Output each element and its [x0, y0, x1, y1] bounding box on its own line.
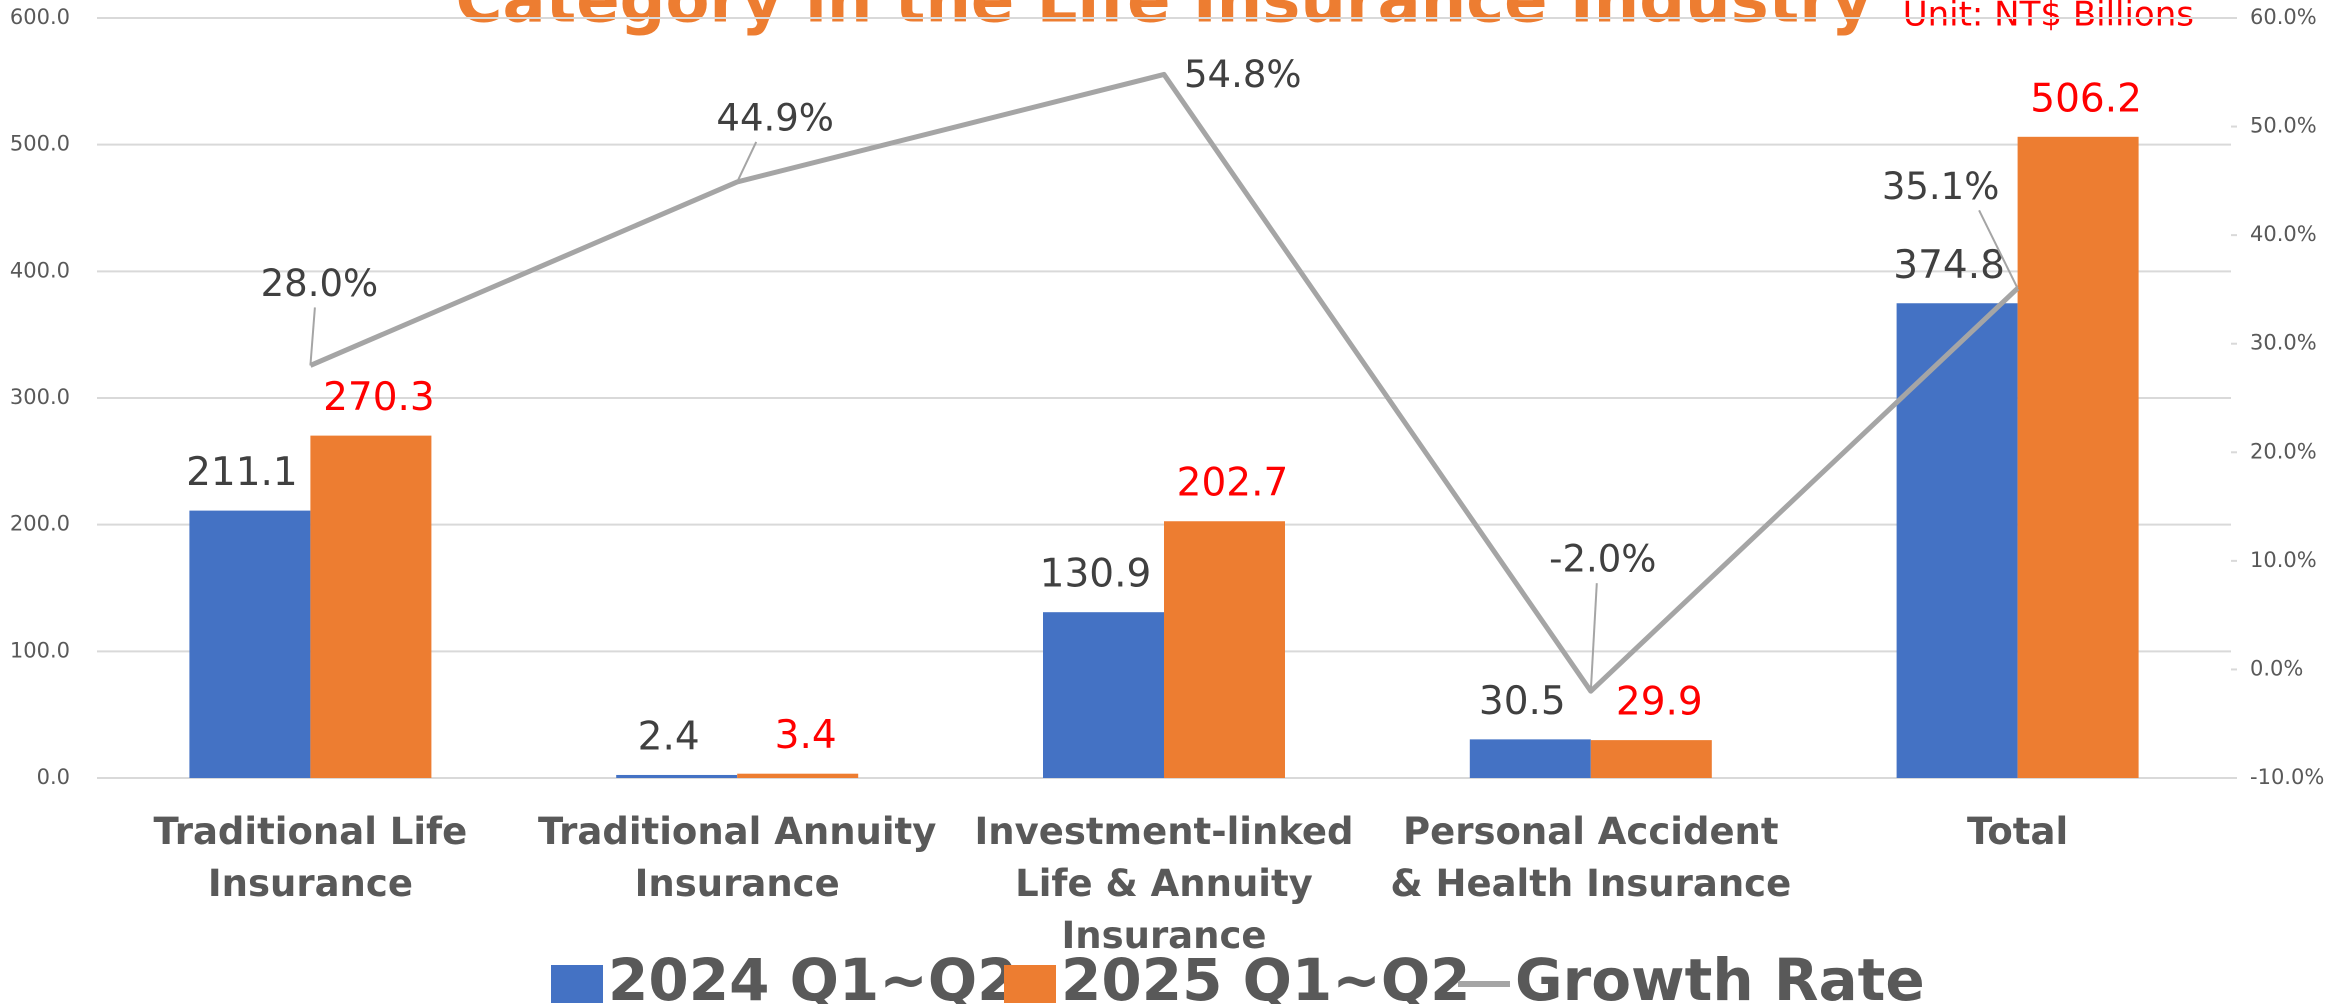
data-label: 130.9: [1040, 552, 1152, 597]
leader-line: [736, 141, 758, 183]
x-tick-label: Total: [1967, 810, 2069, 853]
data-label: 30.5: [1479, 679, 1566, 724]
bar: [1164, 521, 1285, 778]
bar: [1590, 740, 1712, 778]
bar: [1896, 303, 2018, 778]
bar: [189, 510, 311, 778]
leader-line: [309, 307, 316, 366]
legend-label: Growth Rate: [1515, 946, 1925, 1004]
line-label: 44.9%: [716, 96, 834, 139]
x-tick-label: Personal Accident & Health Insurance: [1390, 810, 1792, 905]
line-label: -2.0%: [1549, 538, 1656, 581]
y2-tick-label: 50.0%: [2250, 114, 2317, 138]
legend-swatch: [1004, 965, 1056, 1003]
y2-tick-label: -10.0%: [2250, 765, 2324, 789]
data-label: 29.9: [1616, 680, 1703, 725]
bar: [737, 773, 859, 778]
data-label: 202.7: [1177, 461, 1289, 506]
bar: [616, 774, 738, 778]
y2-tick-label: 10.0%: [2250, 548, 2317, 572]
bar: [310, 435, 432, 778]
y-tick-label: 600.0: [10, 5, 70, 29]
bar: [1469, 739, 1591, 778]
y-tick-label: 300.0: [10, 385, 70, 409]
line-label: 54.8%: [1184, 53, 1302, 96]
legend-swatch: [551, 965, 603, 1003]
y-tick-label: 0.0: [37, 765, 70, 789]
line: [309, 71, 2020, 694]
data-label: 211.1: [186, 450, 298, 495]
y2-tick-label: 30.0%: [2250, 331, 2317, 355]
data-label: 374.8: [1893, 243, 2005, 288]
x-tick-label: Traditional Annuity Insurance: [538, 810, 937, 905]
y-tick-label: 400.0: [10, 258, 70, 282]
y2-tick-label: 20.0%: [2250, 439, 2317, 463]
bar: [2017, 136, 2139, 778]
leader-line: [1978, 209, 2019, 289]
y2-tick-label: 40.0%: [2250, 222, 2317, 246]
line-label: 35.1%: [1882, 165, 2000, 208]
data-label: 270.3: [323, 375, 435, 420]
line-label: 28.0%: [261, 262, 379, 305]
bar: [1043, 612, 1164, 778]
y2-tick-label: 60.0%: [2250, 5, 2317, 29]
y-tick-label: 500.0: [10, 132, 70, 156]
legend-label: 2025 Q1~Q2: [1061, 946, 1471, 1004]
data-label: 2.4: [638, 714, 700, 759]
x-tick-label: Investment-linked Life & Annuity Insuran…: [974, 810, 1354, 957]
x-tick-label: Traditional Life Insurance: [153, 810, 468, 905]
y-tick-label: 100.0: [10, 638, 70, 662]
legend-label: 2024 Q1~Q2: [608, 946, 1018, 1004]
data-label: 3.4: [775, 713, 837, 758]
data-label: 506.2: [2030, 76, 2142, 121]
y-tick-label: 200.0: [10, 512, 70, 536]
y2-tick-label: 0.0%: [2250, 656, 2303, 680]
leader-line: [1589, 583, 1598, 692]
